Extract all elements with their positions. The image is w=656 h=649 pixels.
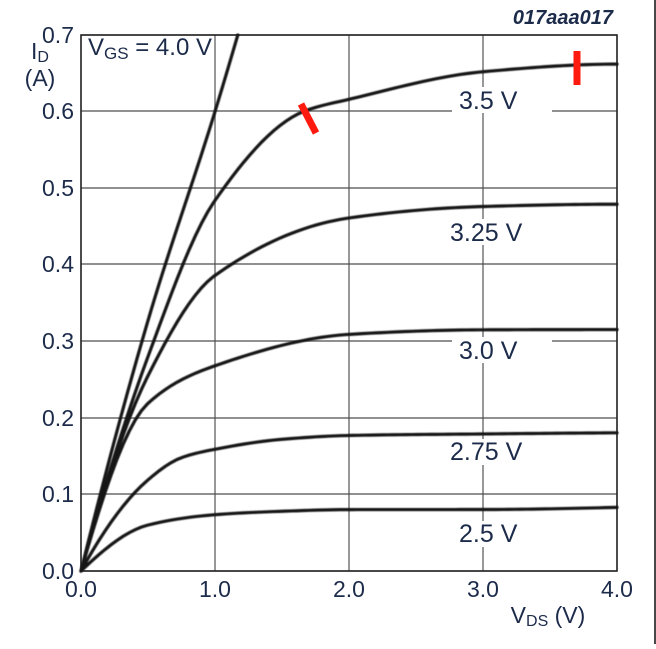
svg-text:0.2: 0.2 [42, 405, 74, 431]
svg-text:0.7: 0.7 [42, 22, 74, 48]
svg-text:0.0: 0.0 [65, 576, 97, 602]
svg-text:3.25 V: 3.25 V [450, 219, 523, 247]
svg-text:0.4: 0.4 [42, 251, 74, 277]
svg-text:0.6: 0.6 [42, 98, 74, 124]
svg-text:1.0: 1.0 [199, 576, 231, 602]
svg-text:(A): (A) [25, 65, 56, 91]
svg-text:3.0: 3.0 [467, 576, 499, 602]
svg-text:4.0: 4.0 [601, 576, 633, 602]
svg-text:0.1: 0.1 [42, 481, 74, 507]
svg-text:2.75 V: 2.75 V [450, 438, 523, 466]
svg-text:2.5 V: 2.5 V [459, 520, 518, 548]
svg-text:3.0 V: 3.0 V [459, 337, 518, 365]
svg-text:017aaa017: 017aaa017 [513, 7, 614, 29]
svg-text:VDS (V): VDS (V) [511, 602, 586, 630]
svg-text:0.3: 0.3 [42, 328, 74, 354]
svg-text:2.0: 2.0 [333, 576, 365, 602]
svg-text:0.5: 0.5 [42, 175, 74, 201]
svg-text:3.5 V: 3.5 V [459, 87, 518, 115]
